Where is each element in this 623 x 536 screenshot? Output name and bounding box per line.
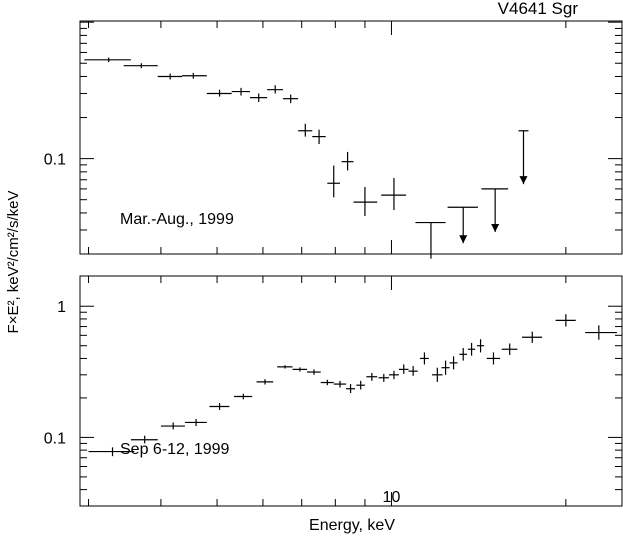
- bottom-data-point: [585, 325, 617, 340]
- bottom-data-point: [88, 447, 135, 457]
- top-data-point: [353, 186, 378, 216]
- bottom-data-point: [486, 352, 501, 365]
- top-panel-annotation: Mar.-Aug., 1999: [120, 211, 234, 228]
- bottom-panel-y-tick-labels: 0.11: [44, 299, 66, 447]
- bottom-data-point: [160, 422, 185, 430]
- bottom-panel: 0.11 Sep 6-12, 1999: [44, 275, 623, 507]
- bottom-data-point: [234, 393, 253, 400]
- bottom-data-point: [307, 369, 321, 375]
- x-tick-label: 10: [383, 489, 401, 506]
- bottom-data-point: [320, 379, 334, 386]
- top-panel: 0.1 Mar.-Aug., 1999: [44, 20, 623, 259]
- y-axis-label: F×E², keV²/cm²/s/keV: [5, 191, 22, 334]
- top-data-point: [283, 94, 299, 104]
- bottom-data-point: [432, 367, 443, 382]
- bottom-data-point: [356, 380, 365, 390]
- top-data-point: [415, 221, 446, 259]
- bottom-data-point: [209, 402, 230, 410]
- bottom-data-point: [477, 339, 485, 353]
- top-data-point: [481, 188, 509, 232]
- top-data-point: [250, 93, 268, 103]
- top-data-point: [157, 73, 183, 80]
- bottom-panel-annotation: Sep 6-12, 1999: [120, 441, 230, 458]
- top-data-point: [231, 87, 251, 96]
- top-panel-ticks: [80, 21, 622, 255]
- bottom-data-point: [449, 356, 458, 370]
- bottom-data-point: [501, 343, 518, 355]
- bottom-data-point: [459, 348, 467, 361]
- y-tick-label: 0.1: [44, 152, 66, 169]
- bottom-data-point: [398, 364, 409, 374]
- top-data-point: [84, 57, 131, 63]
- bottom-data-point: [292, 367, 308, 372]
- bottom-data-point: [184, 419, 207, 427]
- x-axis-label: Energy, keV: [309, 517, 395, 534]
- top-data-point: [327, 165, 340, 198]
- upper-limit-arrow: [459, 235, 468, 244]
- top-data-point: [447, 206, 478, 244]
- bottom-data-point: [256, 379, 274, 385]
- chart-title: V4641 Sgr: [498, 0, 579, 18]
- bottom-data-point: [408, 366, 418, 376]
- y-tick-label: 0.1: [44, 430, 66, 447]
- top-data-point: [267, 85, 284, 94]
- bottom-panel-data-points: [88, 314, 617, 457]
- y-tick-label: 1: [57, 299, 66, 316]
- x-tick-labels: 10: [383, 489, 401, 506]
- top-panel-y-tick-labels: 0.1: [44, 152, 66, 169]
- upper-limit-arrow: [491, 223, 500, 232]
- bottom-data-point: [419, 352, 429, 365]
- top-data-point: [341, 151, 354, 171]
- top-data-point: [312, 129, 326, 144]
- bottom-data-point: [388, 370, 399, 380]
- bottom-data-point: [555, 314, 576, 327]
- bottom-data-point: [521, 331, 543, 343]
- bottom-data-point: [366, 372, 378, 381]
- top-data-point: [123, 63, 158, 69]
- bottom-data-point: [378, 373, 389, 382]
- bottom-data-point: [467, 342, 476, 356]
- bottom-data-point: [441, 360, 450, 375]
- upper-limit-arrow: [519, 176, 528, 185]
- top-panel-data-points: [84, 57, 529, 259]
- bottom-data-point: [277, 365, 293, 369]
- top-data-point: [381, 178, 407, 211]
- top-panel-frame: [79, 20, 623, 255]
- bottom-data-point: [333, 380, 347, 388]
- bottom-panel-ticks: [80, 276, 622, 507]
- top-data-point: [518, 130, 529, 185]
- bottom-panel-frame: [79, 275, 623, 507]
- top-data-point: [206, 89, 232, 97]
- top-data-point: [298, 123, 313, 137]
- bottom-data-point: [346, 384, 355, 394]
- bottom-data-point: [130, 435, 158, 444]
- top-data-point: [182, 72, 207, 79]
